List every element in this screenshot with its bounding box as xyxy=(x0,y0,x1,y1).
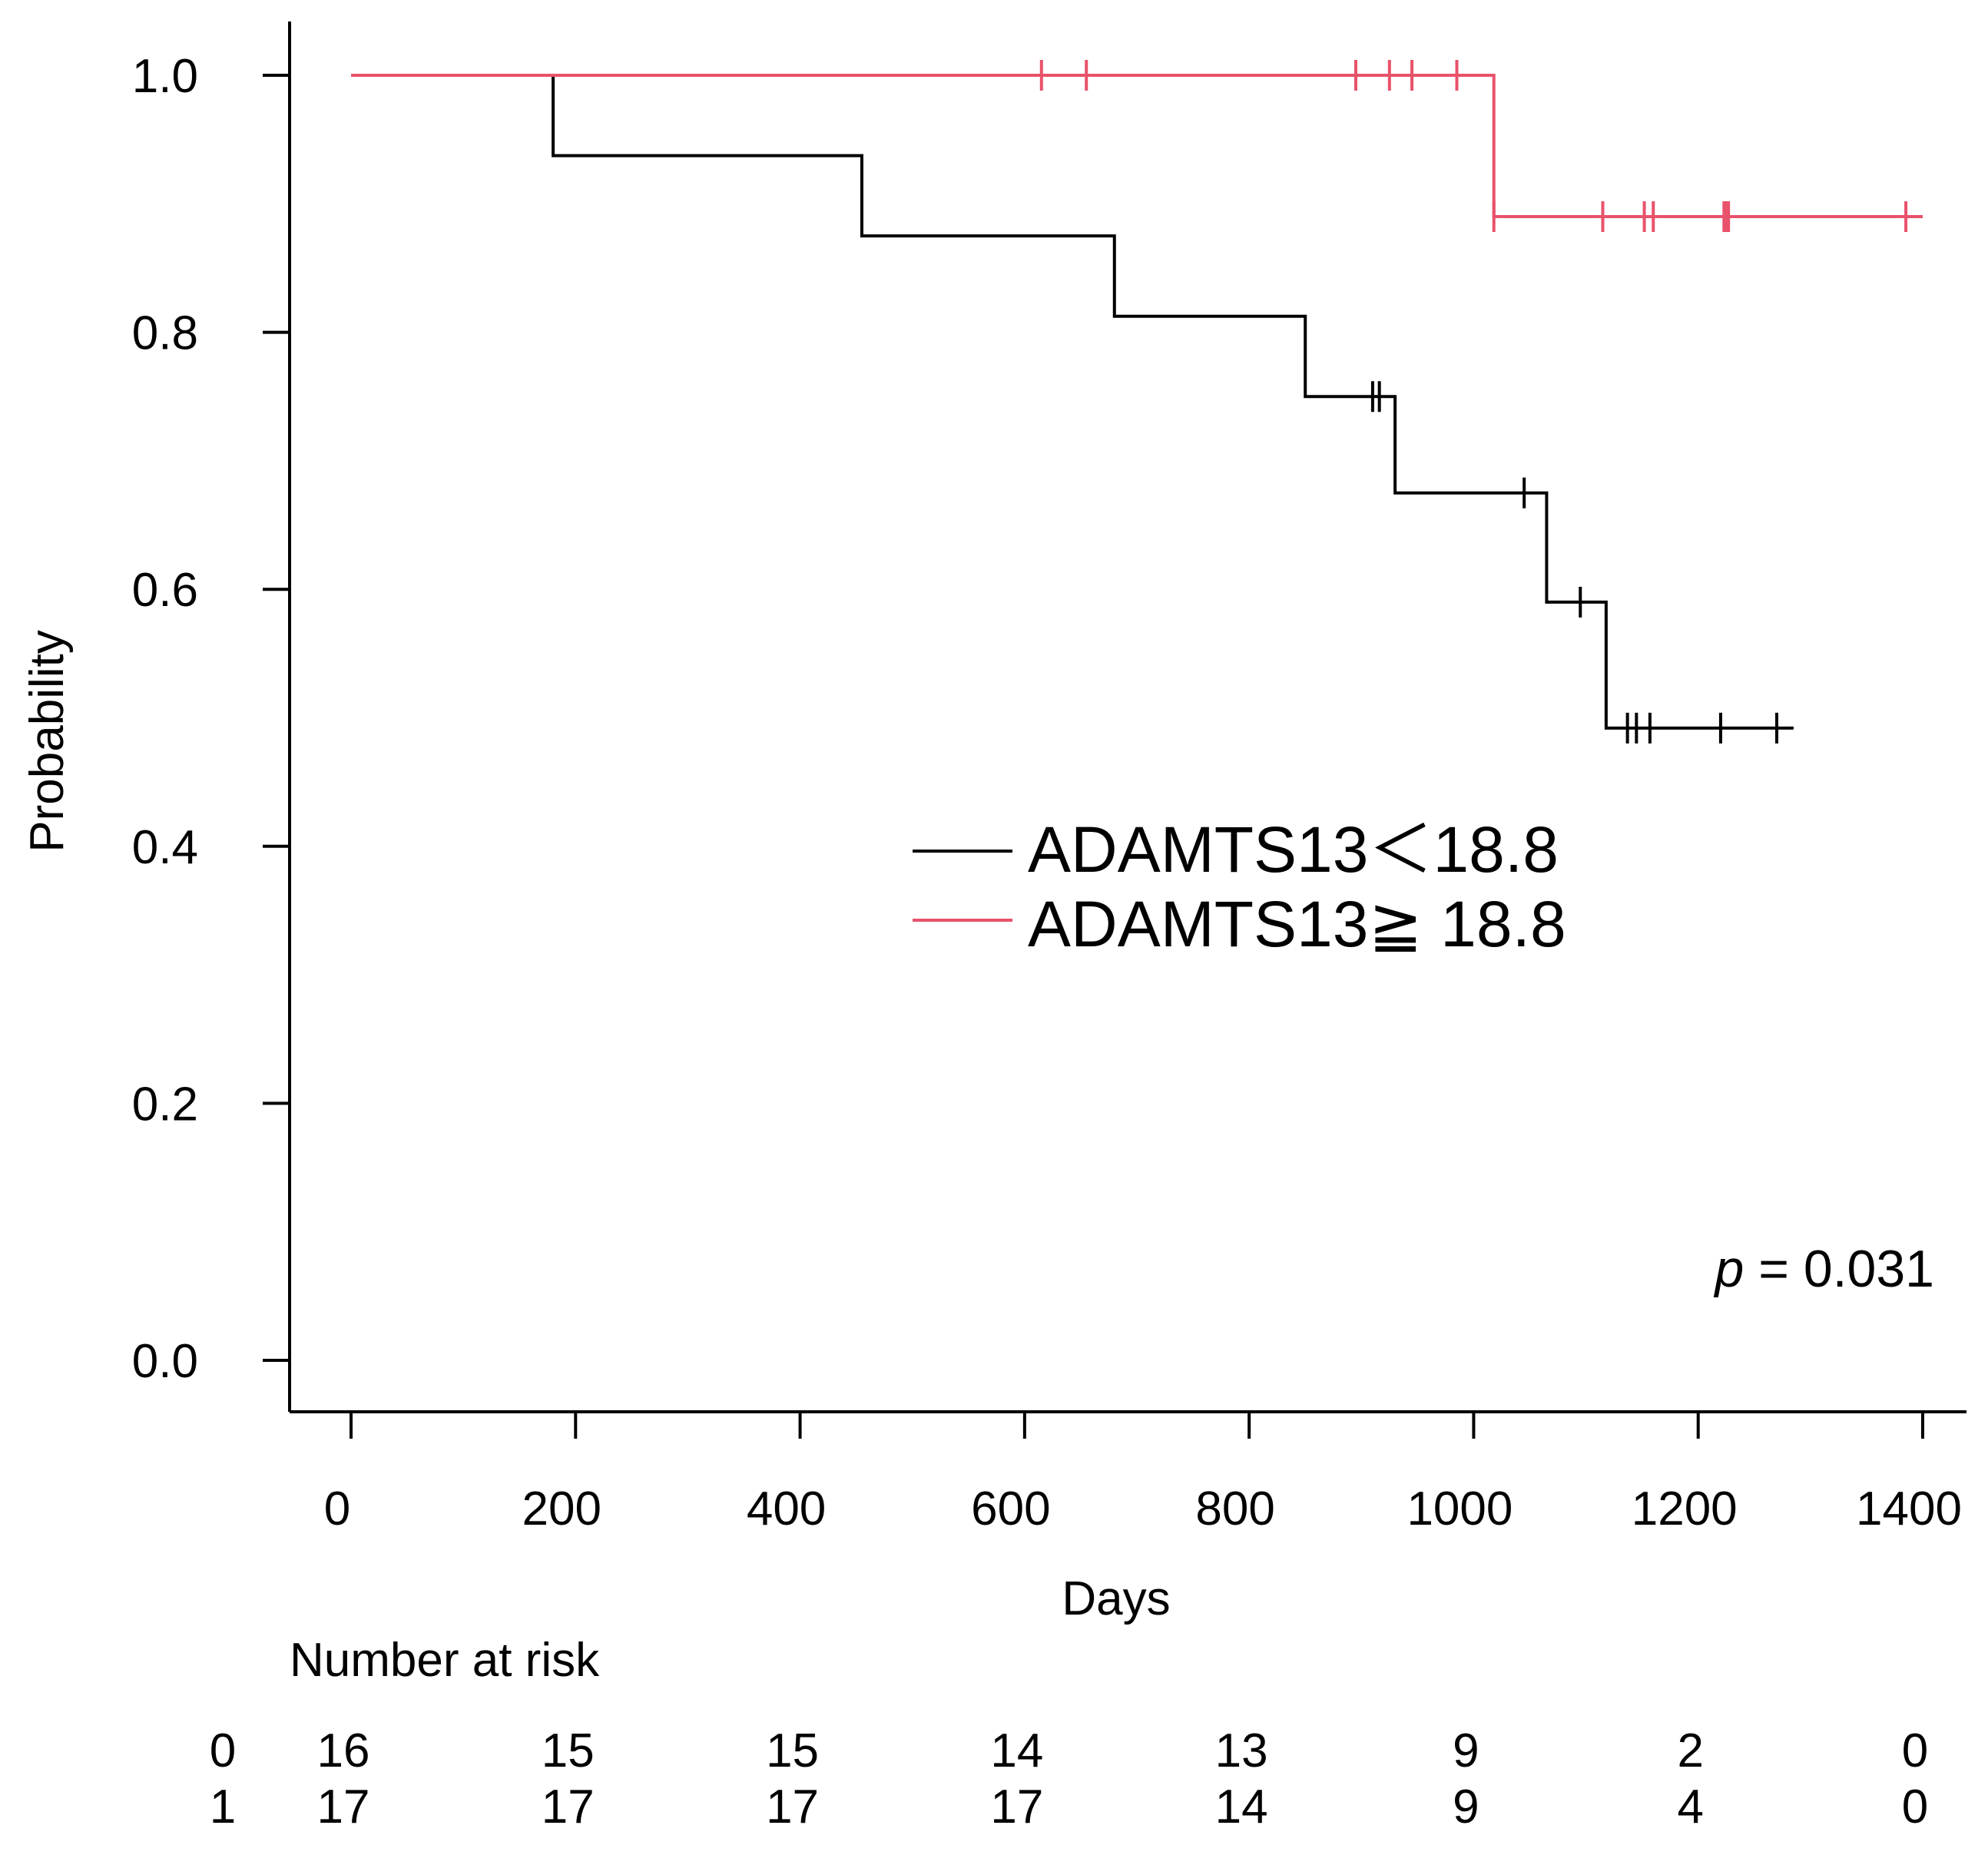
risk-count: 17 xyxy=(317,1780,370,1833)
risk-table: 0 16 15 15 14 13 9 2 01 17 17 17 17 14 9 4 0 xyxy=(210,1724,1928,1833)
legend-label-group-0: ADAMTS13＜18.8 xyxy=(1028,813,1559,886)
risk-count: 17 xyxy=(542,1780,595,1833)
p-value-text: = 0.031 xyxy=(1744,1240,1934,1298)
survival-curve-group-0 xyxy=(351,74,1794,730)
risk-count: 15 xyxy=(542,1724,595,1777)
risk-row-label: 1 xyxy=(210,1780,236,1833)
risk-count: 2 xyxy=(1677,1724,1703,1777)
x-tick-label: 600 xyxy=(971,1482,1050,1535)
p-value-annotation: p = 0.031 xyxy=(1714,1240,1935,1298)
risk-count: 9 xyxy=(1453,1724,1479,1777)
risk-count: 17 xyxy=(990,1780,1043,1833)
y-tick-label: 0.0 xyxy=(132,1335,198,1388)
x-axis-label: Days xyxy=(1062,1572,1170,1625)
x-ticks: 0 200 400 600 800 1000 1200 1400 xyxy=(324,1412,1962,1535)
risk-row-label: 0 xyxy=(210,1724,236,1777)
risk-count: 16 xyxy=(317,1724,370,1777)
legend: ADAMTS13＜18.8 ADAMTS13≧ 18.8 xyxy=(913,813,1566,960)
x-tick-label: 400 xyxy=(747,1482,826,1535)
y-tick-label: 0.6 xyxy=(132,564,198,617)
x-tick-label: 1200 xyxy=(1632,1482,1738,1535)
risk-count: 14 xyxy=(1215,1780,1268,1833)
y-tick-label: 0.8 xyxy=(132,307,198,360)
risk-count: 13 xyxy=(1215,1724,1268,1777)
y-axis-label: Probability xyxy=(21,630,74,852)
y-tick-label: 0.2 xyxy=(132,1078,198,1131)
legend-label-group-1: ADAMTS13≧ 18.8 xyxy=(1028,888,1566,960)
risk-count: 17 xyxy=(766,1780,819,1833)
x-tick-label: 200 xyxy=(522,1482,601,1535)
axes xyxy=(288,22,1966,1413)
risk-count: 0 xyxy=(1902,1724,1928,1777)
x-tick-label: 0 xyxy=(324,1482,350,1535)
risk-count: 4 xyxy=(1677,1780,1703,1833)
survival-curves xyxy=(351,60,1923,744)
risk-count: 14 xyxy=(990,1724,1043,1777)
x-tick-label: 800 xyxy=(1195,1482,1274,1535)
y-tick-label: 0.4 xyxy=(132,821,198,874)
risk-count: 9 xyxy=(1453,1780,1479,1833)
survival-curve-group-1 xyxy=(351,74,1923,219)
x-tick-label: 1400 xyxy=(1856,1482,1962,1535)
risk-count: 0 xyxy=(1902,1780,1928,1833)
y-ticks: 0.0 0.2 0.4 0.6 0.8 1.0 xyxy=(132,50,290,1388)
x-tick-label: 1000 xyxy=(1407,1482,1513,1535)
risk-count: 15 xyxy=(766,1724,819,1777)
risk-table-title: Number at risk xyxy=(290,1634,600,1687)
y-tick-label: 1.0 xyxy=(132,50,198,103)
p-value-symbol: p xyxy=(1714,1240,1744,1298)
